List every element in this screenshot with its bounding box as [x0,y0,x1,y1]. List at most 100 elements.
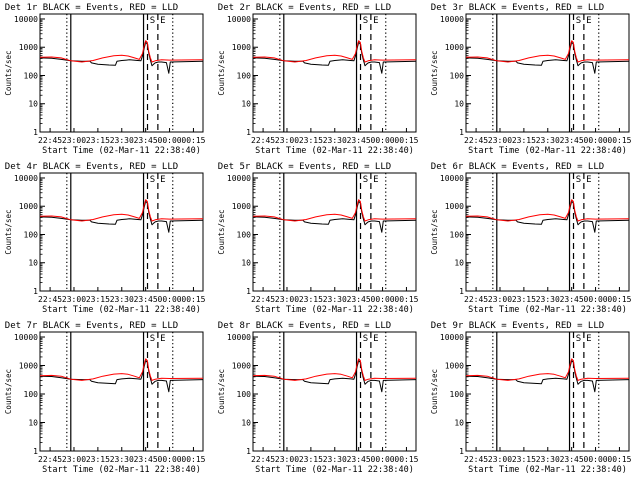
x-tick-label: 23:30 [110,455,134,464]
x-tick-label: 23:15 [299,295,323,304]
x-tick-label: 22:45 [38,136,62,145]
events-series-line [252,200,417,233]
panel-title: Det 4r BLACK = Events, RED = LLD [5,162,178,172]
y-tick-label: 1000 [445,43,464,52]
x-tick-label: 00:15 [181,455,205,464]
marker-label-s: S [150,16,155,26]
x-tick-label: 00:00 [584,295,608,304]
x-tick-label: 23:00 [62,136,86,145]
marker-label-s: S [363,334,368,344]
y-axis-label: Counts/sec [430,209,439,254]
y-tick-label: 100 [450,71,465,80]
panel-title: Det 9r BLACK = Events, RED = LLD [431,321,604,331]
plot-frame [252,172,417,292]
x-tick-label: 23:00 [488,295,512,304]
x-tick-label: 00:15 [394,136,418,145]
panel-title: Det 1r BLACK = Events, RED = LLD [5,3,178,13]
detector-panel-9: Det 9r BLACK = Events, RED = LLD 1 10 100 10… [430,321,632,475]
x-tick-label: 00:00 [158,295,182,304]
x-tick-label: 22:45 [464,455,488,464]
marker-label-s: S [363,175,368,185]
y-tick-label: 1000 [232,43,251,52]
y-tick-label: 10000 [227,333,251,342]
marker-label-s: S [576,16,581,26]
x-tick-label: 00:00 [158,455,182,464]
events-series-line [252,360,417,393]
x-tick-label: 00:00 [584,136,608,145]
x-tick-label: 23:45 [347,295,371,304]
x-tick-label: 00:15 [607,136,631,145]
x-axis-label: Start Time (02-Mar-11 22:38:40) [468,146,627,156]
marker-label-e: E [160,334,165,344]
y-axis-label: Counts/sec [4,50,13,95]
y-tick-label: 1 [459,287,464,296]
plot-frame [252,331,417,452]
x-tick-label: 23:30 [110,136,134,145]
lld-series-line [252,358,417,381]
x-tick-label: 23:45 [347,136,371,145]
y-tick-label: 100 [24,390,39,399]
x-tick-label: 00:15 [607,295,631,304]
y-tick-label: 10000 [14,174,38,183]
marker-label-s: S [576,175,581,185]
y-tick-label: 1000 [445,362,464,371]
marker-label-e: E [586,175,591,185]
events-series-line [465,360,630,393]
y-axis-label: Counts/sec [4,369,13,414]
x-tick-label: 23:45 [347,455,371,464]
detector-panel-6: Det 6r BLACK = Events, RED = LLD 1 10 100 10… [430,162,632,315]
x-axis-label: Start Time (02-Mar-11 22:38:40) [255,305,414,315]
marker-label-s: S [576,334,581,344]
y-tick-label: 1 [33,287,38,296]
detector-panel-1: Det 1r BLACK = Events, RED = LLD 1 10 100 10… [4,3,206,156]
events-series-line [39,360,204,393]
x-tick-label: 22:45 [464,136,488,145]
y-axis-label: Counts/sec [430,369,439,414]
x-tick-label: 22:45 [251,455,275,464]
panel-title: Det 8r BLACK = Events, RED = LLD [218,321,391,331]
events-series-line [39,200,204,233]
panel-title: Det 5r BLACK = Events, RED = LLD [218,162,391,172]
y-tick-label: 10 [241,419,251,428]
marker-label-e: E [586,334,591,344]
lld-series-line [39,199,204,222]
y-axis-label: Counts/sec [430,50,439,95]
detector-panel-7: Det 7r BLACK = Events, RED = LLD 1 10 100 10… [4,321,206,475]
y-axis-label: Counts/sec [217,50,226,95]
x-tick-label: 23:30 [110,295,134,304]
y-tick-label: 10 [28,419,38,428]
lld-series-line [39,358,204,381]
x-tick-label: 23:30 [536,136,560,145]
y-tick-label: 10 [28,100,38,109]
y-tick-label: 1 [246,447,251,456]
y-axis-label: Counts/sec [217,209,226,254]
panel-title: Det 6r BLACK = Events, RED = LLD [431,162,604,172]
y-axis-label: Counts/sec [4,209,13,254]
plot-frame [465,331,630,452]
marker-label-e: E [586,16,591,26]
marker-label-s: S [150,334,155,344]
x-axis-label: Start Time (02-Mar-11 22:38:40) [42,305,201,315]
y-tick-label: 1 [33,447,38,456]
lld-series-line [252,40,417,63]
x-tick-label: 22:45 [251,295,275,304]
y-tick-label: 100 [237,390,252,399]
y-tick-label: 100 [237,230,252,239]
detector-panel-3: Det 3r BLACK = Events, RED = LLD 1 10 100 10… [430,3,632,156]
x-tick-label: 00:15 [181,136,205,145]
y-tick-label: 10000 [227,15,251,24]
x-tick-label: 23:15 [512,136,536,145]
lld-series-line [39,40,204,63]
detector-panel-8: Det 8r BLACK = Events, RED = LLD 1 10 100 10… [217,321,419,475]
y-tick-label: 1 [459,128,464,137]
y-tick-label: 100 [237,71,252,80]
marker-label-e: E [160,16,165,26]
y-axis-label: Counts/sec [217,369,226,414]
x-tick-label: 23:30 [323,455,347,464]
y-tick-label: 1000 [19,362,38,371]
x-axis-label: Start Time (02-Mar-11 22:38:40) [468,305,627,315]
marker-label-e: E [160,175,165,185]
y-tick-label: 1000 [445,202,464,211]
x-axis-label: Start Time (02-Mar-11 22:38:40) [468,465,627,475]
plot-frame [252,13,417,133]
